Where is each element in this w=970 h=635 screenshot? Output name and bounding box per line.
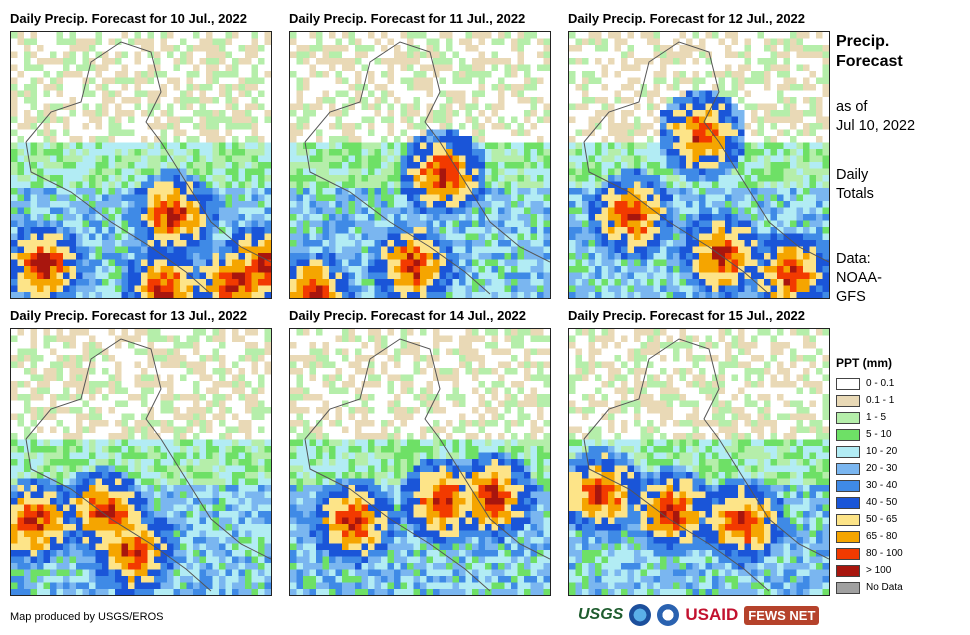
- panel-title-6: Daily Precip. Forecast for 15 Jul., 2022: [568, 308, 806, 323]
- sidebar-title-line2: Forecast: [836, 53, 903, 70]
- sidebar-totals-line1: Daily: [836, 167, 869, 183]
- usaid-logo: USAID: [685, 605, 739, 624]
- sidebar-title: Precip. Forecast: [836, 32, 903, 72]
- legend-label: 80 - 100: [866, 548, 903, 559]
- legend-item: 80 - 100: [836, 545, 903, 562]
- legend-swatch: [836, 496, 860, 509]
- legend-label: 0.1 - 1: [866, 395, 895, 406]
- legend-title: PPT (mm): [836, 356, 893, 370]
- sidebar-asof-line2: Jul 10, 2022: [836, 118, 916, 134]
- forecast-map-jul13: [10, 328, 272, 596]
- legend-swatch: [836, 462, 860, 475]
- sidebar-totals-line2: Totals: [836, 186, 874, 202]
- sidebar-data-line1: Data:: [836, 251, 871, 267]
- forecast-map-jul11: [289, 31, 551, 299]
- legend-swatch: [836, 513, 860, 526]
- legend-item: 0.1 - 1: [836, 392, 903, 409]
- sidebar-data-source: Data: NOAA- GFS: [836, 250, 882, 307]
- legend-item: 30 - 40: [836, 477, 903, 494]
- legend-swatch: [836, 428, 860, 441]
- logo-strip: USGS USAID FEWS NET: [578, 600, 820, 630]
- sidebar-asof: as of Jul 10, 2022: [836, 98, 915, 136]
- fews-net-logo: FEWS NET: [744, 605, 820, 625]
- legend: 0 - 0.1 0.1 - 1 1 - 5 5 - 10 10 - 20 20 - 30 3…: [836, 375, 903, 596]
- legend-swatch: [836, 581, 860, 594]
- legend-swatch: [836, 445, 860, 458]
- footer-credit: Map produced by USGS/EROS: [10, 611, 164, 623]
- legend-item: 40 - 50: [836, 494, 903, 511]
- forecast-map-jul14: [289, 328, 551, 596]
- legend-item: > 100: [836, 562, 903, 579]
- legend-label: 5 - 10: [866, 429, 892, 440]
- legend-item: 1 - 5: [836, 409, 903, 426]
- legend-item: 65 - 80: [836, 528, 903, 545]
- usgs-logo: USGS: [578, 606, 624, 623]
- sidebar-data-line2: NOAA-: [836, 270, 882, 286]
- panel-title-5: Daily Precip. Forecast for 14 Jul., 2022: [289, 308, 527, 323]
- legend-label: 40 - 50: [866, 497, 898, 508]
- legend-label: 30 - 40: [866, 480, 898, 491]
- coastline: [304, 41, 550, 295]
- panel-title-1: Daily Precip. Forecast for 10 Jul., 2022: [10, 11, 248, 26]
- coastline: [304, 338, 550, 592]
- legend-swatch: [836, 530, 860, 543]
- legend-item: 0 - 0.1: [836, 375, 903, 392]
- coastline: [25, 41, 271, 295]
- sidebar-title-line1: Precip.: [836, 33, 890, 50]
- legend-label: 65 - 80: [866, 531, 898, 542]
- legend-item: 20 - 30: [836, 460, 903, 477]
- legend-label: 20 - 30: [866, 463, 898, 474]
- panel-title-4: Daily Precip. Forecast for 13 Jul., 2022: [10, 308, 248, 323]
- forecast-map-jul15: [568, 328, 830, 596]
- sidebar-totals: Daily Totals: [836, 166, 874, 204]
- legend-swatch: [836, 394, 860, 407]
- legend-swatch: [836, 479, 860, 492]
- legend-label: 1 - 5: [866, 412, 887, 423]
- legend-label: 10 - 20: [866, 446, 898, 457]
- forecast-map-jul12: [568, 31, 830, 299]
- forecast-map-jul10: [10, 31, 272, 299]
- legend-item: 10 - 20: [836, 443, 903, 460]
- panel-title-3: Daily Precip. Forecast for 12 Jul., 2022: [568, 11, 806, 26]
- coastline: [583, 338, 829, 592]
- legend-label: No Data: [866, 582, 903, 593]
- legend-label: > 100: [866, 565, 892, 576]
- sidebar-data-line3: GFS: [836, 289, 866, 305]
- legend-swatch: [836, 411, 860, 424]
- legend-item: 5 - 10: [836, 426, 903, 443]
- panel-title-2: Daily Precip. Forecast for 11 Jul., 2022: [289, 11, 526, 26]
- coastline: [583, 41, 829, 295]
- legend-swatch: [836, 564, 860, 577]
- legend-item: 50 - 65: [836, 511, 903, 528]
- legend-label: 0 - 0.1: [866, 378, 895, 389]
- nasa-seal-icon: [657, 604, 680, 626]
- legend-swatch: [836, 377, 860, 390]
- noaa-logo-icon: [629, 604, 652, 626]
- coastline: [25, 338, 271, 592]
- sidebar-asof-line1: as of: [836, 99, 868, 115]
- legend-swatch: [836, 547, 860, 560]
- legend-item: No Data: [836, 579, 903, 596]
- legend-label: 50 - 65: [866, 514, 898, 525]
